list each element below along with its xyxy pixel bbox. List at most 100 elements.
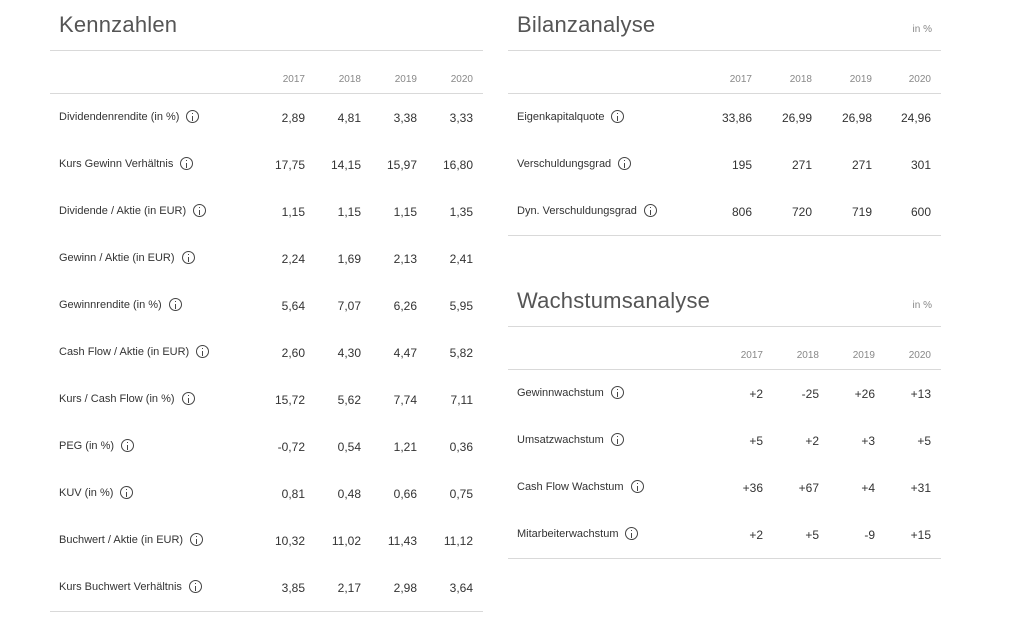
info-icon[interactable]: [181, 392, 195, 405]
table-row: Umsatzwachstum +5 +2 +3 +5: [508, 417, 941, 464]
table-row: Gewinn / Aktie (in EUR) 2,24 1,69 2,13 2,41: [50, 235, 483, 282]
table-cell: 2,24: [281, 252, 305, 266]
table-cell: 1,15: [281, 205, 305, 219]
info-icon[interactable]: [168, 298, 182, 311]
table-row: Gewinnrendite (in %) 5,64 7,07 6,26 5,95: [50, 282, 483, 329]
row-label: PEG (in %): [59, 439, 135, 452]
info-icon[interactable]: [196, 345, 210, 358]
table-row: Cash Flow Wachstum +36 +67 +4 +31: [508, 464, 941, 511]
row-label: Gewinn / Aktie (in EUR): [59, 251, 195, 264]
info-icon[interactable]: [643, 204, 657, 217]
table-cell: -25: [801, 387, 819, 401]
table-cell: 0,48: [337, 487, 361, 501]
table-cell: +4: [861, 481, 875, 495]
row-label: Kurs / Cash Flow (in %): [59, 392, 195, 405]
row-label-text: KUV (in %): [59, 486, 114, 499]
table-cell: +5: [805, 528, 819, 542]
table-cell: 5,62: [337, 393, 361, 407]
table-cell: +2: [749, 387, 763, 401]
row-label: Mitarbeiterwachstum: [517, 527, 639, 540]
kennzahlen-header: Kennzahlen: [50, 0, 483, 51]
info-icon[interactable]: [193, 204, 207, 217]
table-cell: +36: [742, 481, 763, 495]
year-header: 2019: [852, 350, 875, 361]
info-icon[interactable]: [611, 110, 625, 123]
table-cell: 5,95: [449, 299, 473, 313]
info-icon[interactable]: [610, 386, 624, 399]
table-cell: 5,64: [281, 299, 305, 313]
table-cell: 2,13: [393, 252, 417, 266]
row-label-text: Verschuldungsgrad: [517, 157, 612, 170]
row-label: Eigenkapitalquote: [517, 110, 625, 123]
row-label-text: Kurs Buchwert Verhältnis: [59, 580, 182, 593]
info-icon[interactable]: [180, 157, 194, 170]
row-label: Dividende / Aktie (in EUR): [59, 204, 207, 217]
wachstum-rows: Gewinnwachstum +2 -25 +26 +13 Umsatzwachstum +…: [508, 370, 941, 558]
table-cell: 0,75: [449, 487, 473, 501]
row-label-text: Gewinnrendite (in %): [59, 298, 162, 311]
info-icon[interactable]: [121, 439, 135, 452]
year-header: 2017: [282, 74, 305, 85]
table-cell: 5,82: [449, 346, 473, 360]
row-label: KUV (in %): [59, 486, 134, 499]
row-label-text: Kurs Gewinn Verhältnis: [59, 157, 174, 170]
info-icon[interactable]: [625, 527, 639, 540]
table-cell: 2,98: [393, 581, 417, 595]
info-icon[interactable]: [186, 110, 200, 123]
table-cell: 301: [910, 158, 931, 172]
table-row: Kurs Buchwert Verhältnis 3,85 2,17 2,98 3,64: [50, 564, 483, 611]
table-row: Eigenkapitalquote 33,86 26,99 26,98 24,96: [508, 94, 941, 141]
table-cell: 0,54: [337, 440, 361, 454]
row-label: Kurs Buchwert Verhältnis: [59, 580, 202, 593]
table-cell: 15,72: [274, 393, 305, 407]
info-icon[interactable]: [181, 251, 195, 264]
table-row: Gewinnwachstum +2 -25 +26 +13: [508, 370, 941, 417]
table-row: Kurs Gewinn Verhältnis 17,75 14,15 15,97 16,…: [50, 141, 483, 188]
info-icon[interactable]: [120, 486, 134, 499]
info-icon[interactable]: [630, 480, 644, 493]
table-cell: 6,26: [393, 299, 417, 313]
table-row: Kurs / Cash Flow (in %) 15,72 5,62 7,74 7,11: [50, 376, 483, 423]
table-cell: 4,81: [337, 111, 361, 125]
year-header: 2019: [394, 74, 417, 85]
table-cell: 2,60: [281, 346, 305, 360]
table-cell: +15: [910, 528, 931, 542]
wachstum-unit: in %: [912, 300, 932, 311]
year-header: 2019: [849, 74, 872, 85]
table-cell: +31: [910, 481, 931, 495]
table-row: Dividendenrendite (in %) 2,89 4,81 3,38 3,33: [50, 94, 483, 141]
info-icon[interactable]: [188, 580, 202, 593]
row-label: Kurs Gewinn Verhältnis: [59, 157, 194, 170]
row-label-text: Kurs / Cash Flow (in %): [59, 392, 175, 405]
row-label-text: Buchwert / Aktie (in EUR): [59, 533, 184, 546]
row-label-text: Dividende / Aktie (in EUR): [59, 204, 187, 217]
row-label-text: PEG (in %): [59, 439, 115, 452]
wachstum-year-header: 2017 2018 2019 2020: [508, 327, 941, 370]
row-label-text: Gewinnwachstum: [517, 386, 604, 399]
info-icon[interactable]: [190, 533, 204, 546]
table-row: KUV (in %) 0,81 0,48 0,66 0,75: [50, 470, 483, 517]
bilanz-footer-divider: [508, 235, 941, 236]
info-icon[interactable]: [610, 433, 624, 446]
table-row: PEG (in %) -0,72 0,54 1,21 0,36: [50, 423, 483, 470]
table-row: Mitarbeiterwachstum +2 +5 -9 +15: [508, 511, 941, 558]
row-label-text: Mitarbeiterwachstum: [517, 527, 619, 540]
kennzahlen-panel: Kennzahlen 2017 2018 2019 2020 Dividende…: [50, 0, 483, 612]
row-label: Dyn. Verschuldungsgrad: [517, 204, 657, 217]
bilanz-unit: in %: [912, 24, 932, 35]
year-header: 2018: [789, 74, 812, 85]
table-cell: 2,89: [281, 111, 305, 125]
table-cell: +3: [861, 434, 875, 448]
table-row: Cash Flow / Aktie (in EUR) 2,60 4,30 4,47 5,…: [50, 329, 483, 376]
table-cell: -0,72: [277, 440, 305, 454]
table-cell: 4,47: [393, 346, 417, 360]
info-icon[interactable]: [618, 157, 632, 170]
table-cell: 24,96: [900, 111, 931, 125]
row-label-text: Gewinn / Aktie (in EUR): [59, 251, 175, 264]
table-cell: 806: [731, 205, 752, 219]
bilanz-rows: Eigenkapitalquote 33,86 26,99 26,98 24,96 Ver…: [508, 94, 941, 235]
table-cell: 600: [910, 205, 931, 219]
table-cell: 1,21: [393, 440, 417, 454]
table-row: Buchwert / Aktie (in EUR) 10,32 11,02 11,43…: [50, 517, 483, 564]
table-cell: 720: [791, 205, 812, 219]
